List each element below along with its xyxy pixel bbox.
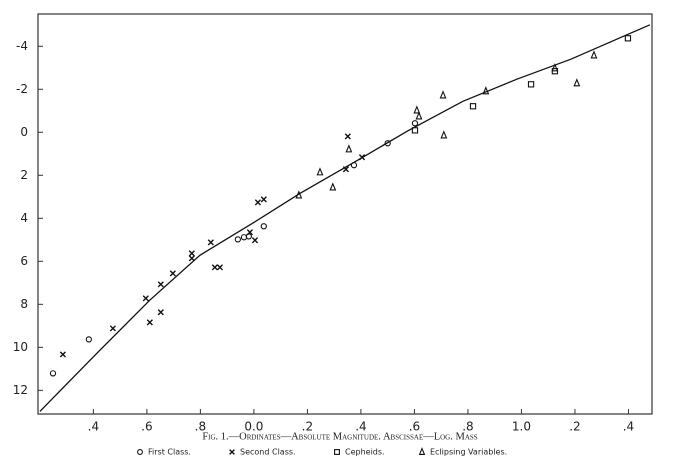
point [254, 199, 262, 206]
point [344, 133, 351, 140]
y-tick-label: 0 [20, 125, 28, 139]
point [295, 190, 303, 199]
legend-symbol [229, 449, 235, 455]
x-tick-label: .8 [462, 420, 473, 434]
y-tick-label: 12 [13, 383, 28, 397]
point [411, 127, 419, 134]
point [482, 86, 490, 95]
point [316, 167, 324, 176]
point [624, 35, 632, 42]
point [157, 309, 164, 316]
x-tick-label: 0.0 [244, 420, 263, 434]
point [469, 103, 477, 110]
x-tick-label: .4 [88, 420, 99, 434]
legend-label: Eclipsing Variables. [430, 448, 507, 457]
x-tick-label: .8 [195, 420, 206, 434]
y-tick-label: 10 [13, 340, 28, 354]
y-tick-label: -2 [16, 82, 28, 96]
y-tick-label: 4 [20, 211, 28, 225]
point [169, 270, 176, 277]
point [411, 120, 419, 127]
point [439, 90, 447, 99]
x-tick-label: .6 [141, 420, 152, 434]
x-tick-label: .2 [569, 420, 580, 434]
point [350, 162, 358, 169]
point [142, 295, 149, 302]
point [207, 239, 214, 246]
point [260, 223, 267, 230]
y-tick-label: 8 [20, 297, 28, 311]
point [527, 81, 535, 88]
point [157, 281, 164, 288]
point [260, 196, 267, 203]
x-tick-label: .4 [355, 420, 366, 434]
y-tick-label: 2 [20, 168, 28, 182]
point [146, 319, 153, 326]
point [590, 50, 598, 59]
legend-label: Cepheids. [345, 448, 385, 457]
point [59, 351, 66, 358]
point [216, 264, 224, 271]
point [440, 130, 448, 139]
point [109, 325, 117, 332]
x-tick-label: .4 [623, 420, 634, 434]
point [251, 237, 259, 244]
point [345, 144, 353, 153]
point [415, 111, 423, 120]
point [551, 63, 559, 72]
legend-symbol [418, 447, 426, 455]
plot-frame [37, 13, 653, 415]
legend-label: First Class. [148, 448, 191, 457]
point [413, 105, 421, 114]
legend-symbol [137, 449, 143, 455]
point [188, 250, 195, 257]
legend-symbol [334, 449, 340, 455]
point [211, 264, 218, 271]
fit-curve [39, 24, 651, 412]
point [246, 229, 253, 236]
y-tick-label: 6 [20, 254, 28, 268]
x-tick-label: 1.0 [512, 420, 531, 434]
point [234, 236, 242, 243]
point [342, 166, 350, 173]
point [188, 255, 195, 262]
point [573, 78, 581, 87]
point [358, 154, 366, 161]
point [85, 336, 92, 343]
x-tick-label: .6 [409, 420, 420, 434]
point [49, 370, 57, 377]
x-tick-label: .2 [302, 420, 313, 434]
legend-label: Second Class. [240, 448, 296, 457]
point [329, 182, 337, 191]
point [384, 140, 391, 147]
caption: Fig. 1.—Ordinates—Absolute Magnitude. Ab… [202, 431, 477, 442]
y-tick-label: -4 [16, 39, 28, 53]
